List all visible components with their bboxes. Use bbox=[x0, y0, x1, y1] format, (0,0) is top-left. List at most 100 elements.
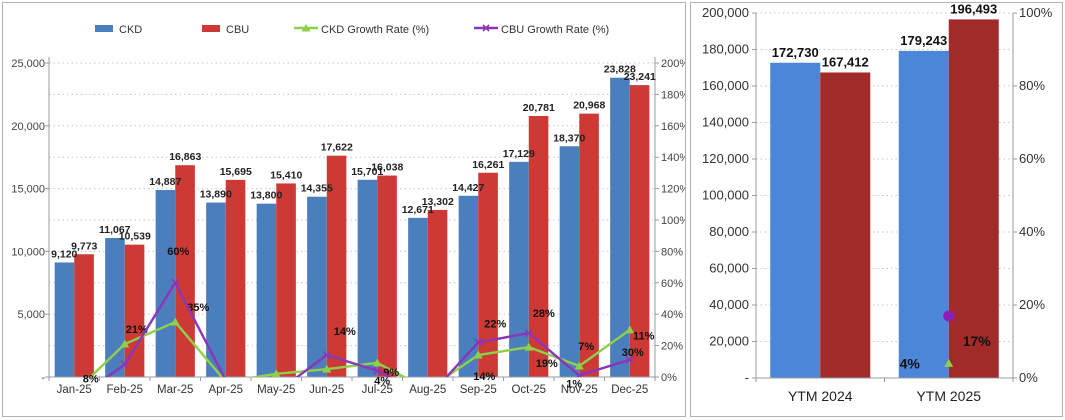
bar-ckd bbox=[898, 50, 949, 378]
bar-ckd bbox=[54, 262, 75, 377]
bar-value-labels: 172,730 179,243 167,412 196,493 bbox=[772, 3, 998, 69]
bar-value-label-cbu: 10,539 bbox=[119, 231, 151, 243]
bar-cbu bbox=[326, 155, 347, 377]
axis-labels: 25,000 20,000 15,000 10,000 5,000 - 200% 180% 16… bbox=[11, 58, 685, 396]
axes bbox=[752, 12, 1017, 382]
bar-value-label-ckd: 13,800 bbox=[250, 190, 282, 202]
x-axis-label: Jul-25 bbox=[362, 384, 393, 396]
cbu-growth-marker: 17% bbox=[943, 310, 991, 349]
growth-point bbox=[524, 342, 534, 351]
x-axis-label: YTM 2024 bbox=[788, 388, 853, 404]
legend-label-ckd: CKD bbox=[119, 24, 143, 36]
growth-point bbox=[171, 278, 180, 287]
growth-value-label: 8% bbox=[83, 373, 99, 385]
bar-cbu bbox=[579, 113, 599, 378]
bar-value-label-cbu: 17,622 bbox=[321, 142, 353, 154]
bar-value-label-cbu: 167,412 bbox=[822, 54, 869, 69]
bar-value-label-cbu: 196,493 bbox=[950, 3, 997, 16]
growth-point bbox=[372, 358, 382, 367]
legend-item-ckd: CKD bbox=[92, 22, 142, 38]
bar-ckd bbox=[307, 196, 327, 377]
axes bbox=[45, 57, 659, 381]
bar-cbu bbox=[74, 254, 94, 377]
y-axis-label-left: 100,000 bbox=[702, 188, 749, 203]
bar-value-label-cbu: 20,968 bbox=[573, 100, 605, 112]
y-axis-label-right: 80% bbox=[661, 246, 683, 258]
y-axis-label-right: 40% bbox=[1019, 224, 1045, 239]
x-axis-label: Aug-25 bbox=[409, 384, 446, 396]
growth-value-label: 19% bbox=[536, 358, 558, 370]
y-axis-label-left: 60,000 bbox=[709, 261, 749, 276]
bar-value-label-ckd: 14,355 bbox=[301, 183, 333, 195]
axis-labels: 200,000 180,000 160,000 140,000 120,000 100,0… bbox=[702, 5, 1053, 404]
y-axis-label-left: - bbox=[41, 372, 45, 384]
legend: CKD CBU CKD Growth Rate (%) CBU Growth R… bbox=[3, 22, 685, 40]
x-axis-label: Oct-25 bbox=[511, 384, 546, 396]
legend-item-cbu: CBU bbox=[199, 22, 249, 38]
y-axis-label-left: 25,000 bbox=[11, 58, 45, 70]
bar-cbu bbox=[225, 179, 246, 377]
ytm-chart-panel: 200,000 180,000 160,000 140,000 120,000 100,0… bbox=[690, 2, 1063, 417]
y-axis-label-right: 200% bbox=[661, 58, 685, 70]
growth-point bbox=[524, 328, 533, 338]
growth-point bbox=[322, 364, 332, 373]
monthly-chart-panel: CKD CBU CKD Growth Rate (%) CBU Growth R… bbox=[2, 2, 686, 417]
growth-point bbox=[473, 350, 483, 359]
y-axis-label-left: 200,000 bbox=[702, 5, 749, 20]
y-axis-label-left: 120,000 bbox=[702, 151, 749, 166]
bar-cbu bbox=[276, 183, 296, 377]
y-axis-label-left: 15,000 bbox=[11, 184, 45, 196]
bar-value-label-cbu: 13,302 bbox=[422, 196, 454, 208]
bar-cbu bbox=[820, 72, 871, 379]
monthly-chart: 25,000 20,000 15,000 10,000 5,000 - 200% 180% 16… bbox=[11, 57, 685, 396]
bar-value-label-ckd: 18,370 bbox=[553, 132, 585, 144]
y-axis-label-left: 180,000 bbox=[702, 42, 749, 57]
growth-point bbox=[120, 339, 130, 348]
bar-cbu bbox=[427, 209, 448, 377]
bar-cbu bbox=[124, 244, 145, 377]
growth-line bbox=[88, 320, 631, 377]
bar-cbu bbox=[629, 85, 650, 377]
y-axis-label-left: 10,000 bbox=[11, 246, 45, 258]
y-axis-label-right: 20% bbox=[661, 341, 683, 353]
x-axis-label: Jan-25 bbox=[57, 384, 92, 396]
y-axis-label-left: 140,000 bbox=[702, 115, 749, 130]
y-axis-label-right: 140% bbox=[661, 152, 685, 164]
growth-value-label: 60% bbox=[167, 246, 189, 258]
y-axis-label-left: 20,000 bbox=[11, 121, 45, 133]
y-axis-label-right: 100% bbox=[661, 215, 685, 227]
growth-value-label: 21% bbox=[126, 324, 148, 336]
bar-cbu bbox=[175, 165, 195, 377]
growth-value-label: 1% bbox=[566, 378, 582, 390]
y-axis-label-right: 160% bbox=[661, 121, 685, 133]
y-axis-label-right: 80% bbox=[1019, 78, 1045, 93]
legend-label-cbu: CBU bbox=[226, 24, 250, 36]
y-axis-label-right: 60% bbox=[661, 278, 683, 290]
growth-point bbox=[944, 358, 954, 367]
growth-value-label: 35% bbox=[187, 302, 209, 314]
growth-value-labels: 8% 60% 14% 4% 22% 28% 1% 11% bbox=[83, 246, 655, 391]
growth-value-label: 4% bbox=[374, 376, 390, 388]
x-axis-label: Mar-25 bbox=[157, 384, 193, 396]
growth-point bbox=[322, 350, 331, 360]
growth-point bbox=[474, 338, 483, 347]
bar-value-label-ckd: 13,890 bbox=[200, 189, 232, 201]
growth-point bbox=[574, 361, 584, 370]
legend-item-cbu-growth: CBU Growth Rate (%) bbox=[474, 22, 609, 38]
growth-value-label: 30% bbox=[622, 347, 644, 359]
bar-ckd bbox=[509, 161, 529, 377]
bar-ckd bbox=[256, 203, 277, 377]
growth-value-label: 22% bbox=[484, 318, 506, 330]
growth-point bbox=[943, 310, 955, 322]
growth-point bbox=[373, 366, 382, 375]
bar-ckd bbox=[610, 77, 630, 377]
bar-ckd bbox=[408, 217, 428, 377]
bar-value-label-ckd: 12,671 bbox=[402, 204, 434, 216]
y-axis-label-left: 20,000 bbox=[709, 334, 749, 349]
bar-value-label-ckd: 14,887 bbox=[149, 176, 181, 188]
growth-point bbox=[120, 360, 129, 369]
legend-label-ckd-growth: CKD Growth Rate (%) bbox=[321, 24, 430, 36]
legend-label-cbu-growth: CBU Growth Rate (%) bbox=[501, 24, 610, 36]
ckd-growth-line bbox=[88, 317, 635, 377]
